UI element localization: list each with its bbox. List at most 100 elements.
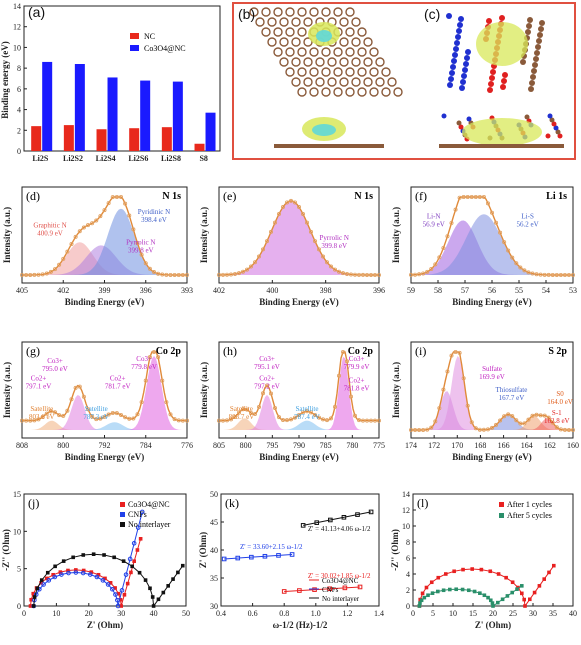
peak-value: 400.9 eV <box>37 229 63 237</box>
data-point <box>505 594 510 598</box>
data-point <box>91 552 96 556</box>
data-point <box>425 269 430 274</box>
data-point <box>465 403 470 408</box>
data-point <box>441 245 446 250</box>
atom <box>489 75 495 81</box>
data-point <box>115 597 120 603</box>
atom <box>486 18 492 24</box>
bar <box>96 129 107 151</box>
data-point <box>102 553 106 557</box>
data-point <box>249 410 254 415</box>
x-tick-label: 396 <box>140 286 152 295</box>
data-point <box>281 589 287 594</box>
data-point <box>328 416 333 421</box>
data-point <box>356 272 361 277</box>
data-point <box>348 394 353 399</box>
data-point <box>113 592 118 597</box>
x-tick-label: 35 <box>549 609 557 618</box>
data-point <box>494 422 499 427</box>
y-axis-label: Z' (Ohm) <box>198 532 208 568</box>
data-point <box>324 260 329 265</box>
atom <box>453 46 459 52</box>
fit-equation: Z' = 41.13+4.06 ω-1/2 <box>308 525 371 533</box>
data-point <box>510 414 515 419</box>
data-point <box>293 200 298 205</box>
x-axis-label: Binding Energy (eV) <box>65 297 145 307</box>
data-point <box>135 412 140 417</box>
data-point <box>530 271 535 276</box>
data-point <box>98 214 103 219</box>
peak-name: Co2+ <box>259 374 275 382</box>
peak-value: 169.9 eV <box>479 373 505 381</box>
data-point <box>466 588 471 593</box>
data-point <box>429 580 434 585</box>
panel-i: 174 172 170 168 166 164 162 160 Binding Energy (… <box>389 330 581 470</box>
data-point <box>81 568 86 573</box>
x-tick-label: 805 <box>213 441 225 450</box>
peak-name: S-1 <box>552 409 562 417</box>
data-point <box>344 359 349 364</box>
peak-name: Co2+ <box>349 376 365 384</box>
x-tick-label: 1.2 <box>342 609 352 618</box>
data-point <box>235 555 241 561</box>
data-point <box>504 575 508 580</box>
data-point <box>160 378 165 383</box>
data-point <box>317 247 322 252</box>
data-point <box>305 409 310 414</box>
data-point <box>277 212 282 217</box>
data-point <box>90 414 95 419</box>
data-point <box>289 552 295 557</box>
data-point <box>143 261 148 266</box>
atom <box>534 50 540 56</box>
panel-f: 59 58 57 56 55 54 53 Binding Energy (eV) Intensi… <box>389 175 581 315</box>
legend-label: Co3O4@NC <box>322 577 359 585</box>
bar <box>194 143 205 151</box>
x-tick-label: 56 <box>488 286 496 295</box>
carbon-ring <box>285 67 295 77</box>
atom <box>555 129 561 135</box>
y-tick-label: 6 <box>406 554 410 563</box>
data-point <box>221 556 227 562</box>
panel-bc: (b) (c) <box>232 2 576 160</box>
data-point <box>485 201 490 206</box>
fit-component <box>219 200 379 275</box>
carbon-ring <box>345 7 355 17</box>
atom <box>459 85 465 91</box>
panel-label: (j) <box>28 496 39 510</box>
data-point <box>453 349 458 354</box>
carbon-ring <box>309 47 319 57</box>
data-point <box>147 355 152 360</box>
data-point <box>57 413 62 418</box>
legend-swatch <box>120 512 125 517</box>
data-point <box>44 576 49 581</box>
y-tick-label: 8 <box>17 64 21 73</box>
legend-swatch <box>499 513 504 518</box>
x-tick-label: 40 <box>150 609 158 618</box>
fit-component <box>219 420 379 430</box>
carbon-ring <box>273 27 283 37</box>
peak-value: 795.1 eV <box>254 363 280 371</box>
peak-value: 795.0 eV <box>42 365 68 373</box>
data-point <box>216 418 221 423</box>
carbon-ring <box>267 17 277 27</box>
peak-name: S0 <box>556 390 564 398</box>
peak-name: Satellite <box>85 405 108 413</box>
data-point <box>554 425 559 430</box>
data-point <box>58 570 63 574</box>
data-point <box>417 427 422 432</box>
xps-spectrum: 405 402 399 396 393 Binding Energy (eV) Intens… <box>2 186 193 307</box>
bar <box>42 61 53 151</box>
carbon-ring <box>339 37 349 47</box>
carbon-ring <box>303 57 313 67</box>
x-tick-label: 172 <box>428 441 440 450</box>
data-point <box>321 254 326 259</box>
data-point <box>40 272 45 277</box>
data-point <box>486 595 490 600</box>
carbon-ring <box>297 87 307 97</box>
data-point <box>413 272 418 277</box>
bar <box>31 126 42 151</box>
spectrum-title: Li 1s <box>546 191 567 202</box>
bar <box>74 64 85 151</box>
x-axis-label: Binding Energy (eV) <box>259 297 339 307</box>
peak-name: Thiosulfate <box>495 386 527 394</box>
